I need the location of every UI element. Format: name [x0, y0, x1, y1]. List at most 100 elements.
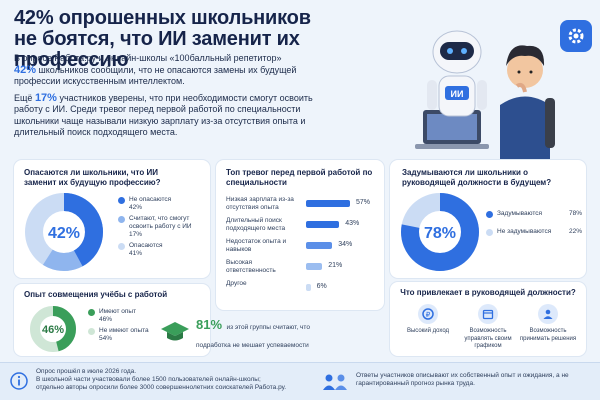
legend-value: 41%	[129, 250, 143, 257]
legend-dot	[118, 197, 125, 204]
intro-percent-17: 17%	[34, 91, 57, 104]
worry-value: 6%	[316, 283, 327, 290]
worry-row: Высокая ответственность 21%	[216, 259, 384, 279]
worries-card: Топ тревог перед первой работой по специ…	[216, 160, 384, 310]
legend-dot	[118, 216, 125, 223]
legend-label: Задумываются	[497, 210, 543, 217]
gear-icon	[568, 28, 584, 44]
worry-row: Недостаток опыта и навыков 34%	[216, 238, 384, 258]
combine-note: 81% из этой группы считают, что подработ…	[160, 316, 310, 356]
worry-label: Длительный поиск подходящего места	[226, 217, 286, 232]
title-line-2: не боятся, что ИИ заменит их профессию	[14, 28, 300, 71]
worry-bar	[306, 263, 323, 270]
attract-label: Возможность принимать решения	[519, 328, 577, 342]
legend-item: Не имеют опыта 54%	[88, 327, 158, 343]
intro-paragraph-2: Ещё 17% участников уверены, что при необ…	[14, 91, 334, 139]
fear-donut: 42%	[25, 193, 103, 271]
legend-item: Имеют опыт 46%	[88, 308, 158, 324]
legend-dot	[486, 229, 493, 236]
footer-line: В школьной части участвовали более 1500 …	[36, 376, 261, 383]
combine-note-percent: 81%	[196, 317, 223, 332]
legend-dot	[88, 328, 95, 335]
settings-gear-button[interactable]	[560, 20, 592, 52]
worry-row: Другое 6%	[216, 280, 384, 300]
attract-item: ₽ Высокий доход	[398, 304, 458, 351]
legend-item: Не опасаются 42%	[118, 196, 206, 212]
footer-right-text: Ответы участников описывают их собственн…	[356, 372, 569, 387]
legend-item: Не задумываются 22%	[486, 228, 582, 236]
footer: Опрос прошёл в июле 2026 года. В школьно…	[0, 362, 600, 400]
legend-dot	[88, 309, 95, 316]
footer-line: Опрос прошёл в июле 2026 года.	[36, 368, 137, 375]
svg-text:₽: ₽	[426, 311, 431, 319]
leader-center-label: 78%	[424, 225, 456, 242]
worry-bar	[306, 284, 311, 291]
legend-value: 42%	[129, 204, 143, 211]
worries-card-title: Топ тревог перед первой работой по специ…	[226, 168, 373, 187]
legend-label: Считают, что смогут освоить работу с ИИ	[129, 215, 192, 230]
attract-card: Что привлекает в руководящей должности? …	[390, 282, 586, 356]
combine-note-text: 81% из этой группы считают, что подработ…	[196, 316, 310, 352]
legend-value: 17%	[129, 231, 143, 238]
person-icon	[538, 304, 558, 324]
legend-value: 54%	[99, 335, 113, 342]
legend-value: 46%	[99, 316, 113, 323]
legend-dot	[118, 243, 125, 250]
illustration: ИИ	[415, 30, 555, 160]
legend-item: Считают, что смогут освоить работу с ИИ 1…	[118, 215, 206, 239]
worry-bar	[306, 221, 340, 228]
people-icon	[323, 374, 347, 390]
fear-center-label: 42%	[48, 225, 80, 242]
combine-note-caption: из этой группы считают, что подработка н…	[196, 324, 310, 349]
intro-percent-42: 42%	[14, 63, 37, 76]
legend-label: Имеют опыт	[99, 308, 137, 315]
leader-card-title: Задумываются ли школьники о руководящей …	[402, 168, 552, 187]
legend-item: Опасаются 41%	[118, 242, 206, 258]
intro-start-2: Ещё	[14, 92, 33, 103]
combine-donut: 46%	[30, 306, 76, 352]
worry-label: Низкая зарплата из-за отсутствия опыта	[226, 196, 294, 211]
worry-row: Длительный поиск подходящего места 43%	[216, 217, 384, 237]
worries-bars: Низкая зарплата из-за отсутствия опыта 57…	[216, 196, 384, 306]
footer-line: отдельно авторы опросили более 3000 сове…	[36, 384, 287, 391]
worry-value: 43%	[345, 220, 360, 227]
graduation-cap-icon	[161, 322, 189, 341]
robot-icon: ИИ	[427, 30, 487, 117]
attract-item: Возможность управлять своим графиком	[458, 304, 518, 351]
worry-bar	[306, 200, 350, 207]
intro-text: В опросе Работа.ру и онлайн-школы «100ба…	[14, 53, 334, 144]
attract-label: Высокий доход	[406, 328, 450, 334]
footer-left-text: Опрос прошёл в июле 2026 года. В школьно…	[36, 368, 336, 392]
attract-item: Возможность принимать решения	[518, 304, 578, 351]
legend-value: 78%	[568, 210, 582, 217]
worry-label: Другое	[226, 280, 247, 287]
leader-card: Задумываются ли школьники о руководящей …	[390, 160, 586, 278]
laptop-icon	[415, 110, 489, 149]
intro-rest-2: участников уверены, что при необходимост…	[14, 92, 313, 138]
legend-label: Не имеют опыта	[99, 327, 149, 334]
fear-legend: Не опасаются 42% Считают, что смогут осво…	[118, 196, 206, 261]
student-icon	[500, 45, 555, 160]
title-line-1: 42% опрошенных школьников	[14, 7, 311, 29]
worry-label: Высокая ответственность	[226, 259, 276, 274]
worry-label: Недостаток опыта и навыков	[226, 238, 287, 253]
intro-paragraph-1: В опросе Работа.ру и онлайн-школы «100ба…	[14, 53, 334, 88]
legend-value: 22%	[568, 228, 582, 235]
combine-center-label: 46%	[42, 324, 64, 336]
robot-chest-label: ИИ	[451, 89, 464, 99]
legend-label: Не опасаются	[129, 196, 172, 203]
calendar-icon	[478, 304, 498, 324]
legend-dot	[486, 211, 493, 218]
combine-card-title: Опыт совмещения учёбы с работой	[24, 290, 168, 299]
fear-card-title: Опасаются ли школьники, что ИИ заменит и…	[24, 168, 161, 187]
worry-value: 21%	[328, 262, 343, 269]
worry-bar	[306, 242, 333, 249]
attract-label: Возможность управлять своим графиком	[464, 328, 512, 349]
legend-item: Задумываются 78%	[486, 210, 582, 218]
attract-items: ₽ Высокий доход Возможность управлять св…	[398, 304, 578, 351]
legend-label: Опасаются	[129, 242, 163, 249]
leader-legend: Задумываются 78% Не задумываются 22%	[486, 210, 582, 239]
leader-donut: 78%	[401, 193, 479, 271]
coin-icon: ₽	[418, 304, 438, 324]
combine-card: Опыт совмещения учёбы с работой 46% Имею…	[14, 284, 210, 356]
